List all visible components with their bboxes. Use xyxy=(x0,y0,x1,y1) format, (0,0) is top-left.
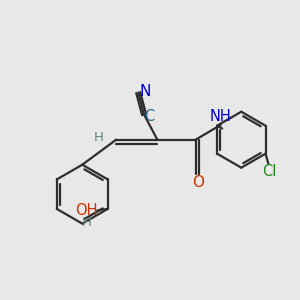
Text: C: C xyxy=(144,109,154,124)
Text: NH: NH xyxy=(209,109,231,124)
Text: H: H xyxy=(94,131,104,144)
Text: OH: OH xyxy=(75,203,98,218)
Text: Cl: Cl xyxy=(262,164,276,179)
Text: N: N xyxy=(139,84,150,99)
Text: H: H xyxy=(82,216,92,229)
Text: O: O xyxy=(193,175,205,190)
